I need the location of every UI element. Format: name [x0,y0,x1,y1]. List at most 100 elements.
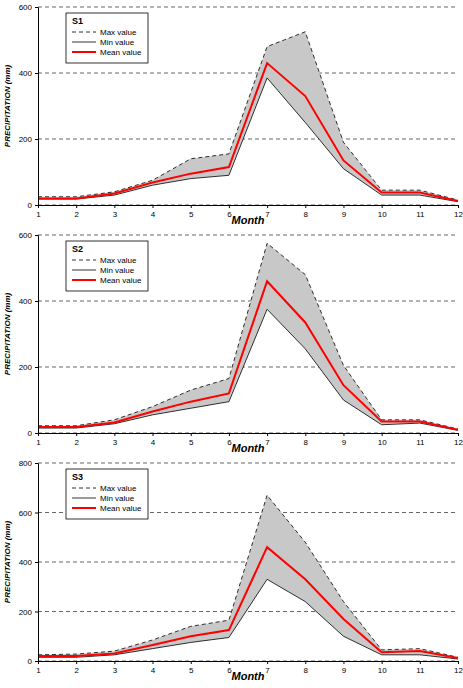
tick: 11 [416,205,425,219]
tick-mark [114,205,115,208]
tick-label: 9 [342,438,347,447]
tick-mark [420,661,421,664]
tick-mark [229,433,230,436]
axis-line [39,206,459,209]
tick-label: 600 [19,231,33,240]
tick-label: 10 [378,438,387,447]
legend-swatch [72,279,96,281]
tick-mark [305,433,306,436]
tick-label: 3 [113,438,118,447]
y-axis-title: PRECIPITATION (mm) [3,292,12,375]
grid [38,235,458,433]
tick-mark [35,235,38,236]
x-axis-title: Month [232,442,265,454]
legend-title: S2 [72,244,83,254]
series-line [38,579,458,659]
series-line [38,78,458,202]
tick-mark [35,367,38,368]
legend-label: Max value [100,256,137,265]
x-axis-title: Month [232,670,265,682]
tick-label: 0 [28,201,33,210]
legend-box [66,13,148,63]
series-line [38,32,458,200]
tick: 7 [265,205,270,219]
legend-swatch [72,42,96,43]
legend-label: Mean value [100,504,142,513]
legend-swatch [72,488,96,489]
range-band [38,495,458,659]
grid-line [38,611,458,612]
tick-label: 2 [74,438,79,447]
tick: 4 [151,205,156,219]
grid-line [38,463,458,464]
tick-mark [267,205,268,208]
tick-label: 12 [454,666,463,675]
grid [38,7,458,205]
tick-label: 8 [304,210,309,219]
tick-label: 400 [19,297,33,306]
tick-label: 400 [19,69,33,78]
tick-mark [343,205,344,208]
tick-label: 7 [265,438,270,447]
tick-label: 0 [28,657,33,666]
series-line [38,309,458,430]
legend-label: Mean value [100,48,142,57]
tick-label: 5 [189,210,194,219]
tick-mark [153,205,154,208]
tick-mark [114,661,115,664]
tick-mark [191,661,192,664]
grid [38,463,458,661]
x-axis-title: Month [232,214,265,226]
tick-mark [35,205,38,206]
legend-label: Max value [100,28,137,37]
tick: 12 [454,205,463,219]
tick-mark [458,661,459,664]
tick-mark [305,661,306,664]
tick-label: 400 [19,558,33,567]
tick-mark [153,661,154,664]
tick-mark [35,301,38,302]
axis-line [39,662,459,665]
tick-mark [458,433,459,436]
legend-label: Max value [100,484,137,493]
tick-label: 1 [36,666,41,675]
legend-title: S1 [72,16,83,26]
tick-mark [191,433,192,436]
tick-mark [76,433,77,436]
tick: 9 [342,205,347,219]
legend-swatch [72,498,96,499]
grid-line [38,367,458,368]
panel: 0200400600800123456789101112MonthPRECIPI… [3,459,463,682]
axis-line [35,236,39,434]
tick-label: 1 [36,210,41,219]
y-axis: 0200400600800 [19,459,39,666]
legend: S1Max valueMin valueMean value [66,13,148,63]
legend-swatch [72,32,96,33]
axis-line [39,434,459,437]
y-axis-title: PRECIPITATION (mm) [3,520,12,603]
series-line [38,495,458,657]
tick-mark [76,661,77,664]
tick-label: 200 [19,363,33,372]
axis-line [35,464,39,662]
tick: 8 [304,433,309,447]
tick-label: 7 [265,210,270,219]
tick: 10 [378,661,387,675]
tick-label: 5 [189,438,194,447]
legend-label: Mean value [100,276,142,285]
tick: 2 [74,205,79,219]
legend-swatch [72,51,96,53]
tick: 10 [378,433,387,447]
tick-label: 11 [416,666,425,675]
tick-label: 3 [113,210,118,219]
tick: 4 [151,661,156,675]
series-line [38,243,458,429]
grid-line [38,7,458,8]
tick: 9 [342,661,347,675]
tick-mark [114,433,115,436]
series-line [38,63,458,201]
tick-label: 800 [19,459,33,468]
tick-mark [38,433,39,436]
tick: 200 [19,135,38,144]
tick-mark [76,205,77,208]
